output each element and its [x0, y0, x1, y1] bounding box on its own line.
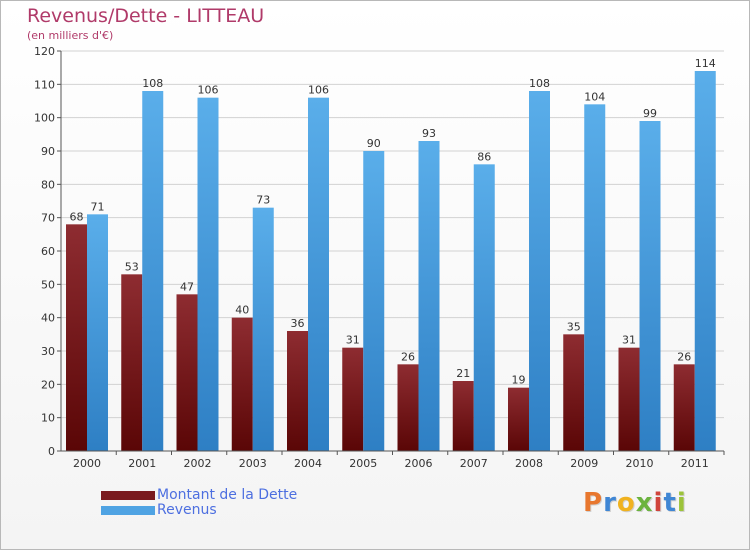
- y-tick-label: 110: [34, 78, 55, 91]
- legend-item-debt: Montant de la Dette: [101, 487, 297, 503]
- bar-revenus: [529, 91, 550, 451]
- bar-revenus: [308, 97, 329, 452]
- bar-debt: [397, 364, 419, 451]
- bar-debt: [66, 224, 87, 451]
- data-label-debt: 31: [622, 334, 636, 347]
- axes: 0 10 20 30 40 50 60 70 80 90 100 110 120 2000 2001 2002…: [34, 45, 725, 470]
- legend-label-debt: Montant de la Dette: [157, 487, 298, 503]
- y-tick-label: 100: [34, 112, 55, 125]
- bar-debt: [563, 334, 585, 451]
- y-tick-label: 90: [41, 145, 55, 158]
- legend-swatch-revenus: [101, 505, 155, 515]
- x-tick-label: 2004: [294, 457, 322, 470]
- x-tick-label: 2011: [681, 457, 709, 470]
- bar-revenus: [197, 97, 219, 452]
- bar-revenus: [142, 91, 164, 451]
- logo-letter: i: [653, 488, 664, 518]
- chart-subtitle: (en milliers d'€): [27, 29, 114, 42]
- data-label-debt: 21: [456, 367, 470, 380]
- bar-debt: [231, 317, 253, 451]
- bar-revenus: [639, 121, 661, 451]
- bar-debt: [452, 381, 474, 451]
- data-label-debt: 36: [291, 317, 305, 330]
- data-label-debt: 31: [346, 334, 360, 347]
- data-label-revenus: 106: [198, 84, 219, 97]
- bar-revenus: [363, 151, 385, 451]
- y-tick-label: 10: [41, 412, 55, 425]
- data-label-debt: 26: [401, 350, 415, 363]
- bar-revenus: [694, 71, 716, 451]
- bar-revenus: [473, 164, 495, 452]
- logo-letter: o: [616, 488, 636, 518]
- data-label-revenus: 114: [695, 57, 716, 70]
- x-tick-label: 2000: [73, 457, 101, 470]
- bar-debt: [121, 274, 143, 451]
- data-label-revenus: 73: [256, 194, 270, 207]
- data-label-debt: 68: [70, 210, 84, 223]
- x-tick-label: 2002: [184, 457, 212, 470]
- x-tick-label: 2003: [239, 457, 267, 470]
- chart-title: Revenus/Dette - LITTEAU: [27, 5, 265, 27]
- y-tick-label: 60: [41, 245, 55, 258]
- logo-letter: x: [635, 488, 654, 518]
- y-tick-label: 0: [48, 445, 55, 458]
- data-labels: 68 71 53 108 47 106 40 73 36 106 31 90 26 93 21 86 19 108…: [70, 57, 716, 387]
- legend-swatch-debt: [101, 490, 155, 500]
- y-tick-label: 120: [34, 45, 55, 58]
- logo-letter: r: [603, 488, 617, 518]
- data-label-revenus: 71: [91, 200, 105, 213]
- data-label-debt: 53: [125, 260, 139, 273]
- bar-debt: [673, 364, 695, 451]
- bar-revenus: [418, 141, 440, 451]
- x-tick-label: 2006: [405, 457, 433, 470]
- data-label-revenus: 106: [308, 84, 329, 97]
- y-tick-label: 80: [41, 178, 55, 191]
- y-tick-label: 50: [41, 278, 55, 291]
- legend-label-revenus: Revenus: [157, 502, 217, 518]
- bar-debt: [176, 294, 198, 451]
- y-tick-label: 70: [41, 212, 55, 225]
- y-tick-label: 30: [41, 345, 55, 358]
- logo-letter: t: [663, 488, 677, 518]
- y-tick-label: 20: [41, 378, 55, 391]
- data-label-debt: 26: [677, 350, 691, 363]
- x-tick-label: 2008: [515, 457, 543, 470]
- bar-revenus: [584, 104, 606, 451]
- data-label-debt: 40: [235, 304, 249, 317]
- bar-debt: [287, 331, 308, 451]
- data-label-revenus: 108: [142, 77, 163, 90]
- bar-debt: [342, 347, 364, 451]
- x-tick-label: 2005: [349, 457, 377, 470]
- x-tick-label: 2001: [128, 457, 156, 470]
- bar-debt: [508, 387, 529, 451]
- legend-item-revenus: Revenus: [101, 502, 217, 518]
- data-label-revenus: 99: [643, 107, 657, 120]
- grid-lines: [61, 50, 724, 419]
- data-label-revenus: 93: [422, 127, 436, 140]
- bar-revenus: [87, 214, 108, 451]
- data-label-revenus: 108: [529, 77, 550, 90]
- logo-letter: P: [583, 488, 604, 518]
- bars: [66, 71, 716, 452]
- bar-debt: [618, 347, 640, 451]
- data-label-debt: 19: [512, 374, 526, 387]
- y-tick-label: 40: [41, 312, 55, 325]
- data-label-revenus: 104: [584, 90, 605, 103]
- data-label-revenus: 86: [477, 150, 491, 163]
- logo-letter: i: [676, 488, 687, 518]
- x-tick-label: 2010: [626, 457, 654, 470]
- x-tick-label: 2007: [460, 457, 488, 470]
- data-label-revenus: 90: [367, 137, 381, 150]
- data-label-debt: 35: [567, 320, 581, 333]
- data-label-debt: 47: [180, 280, 194, 293]
- bar-revenus: [252, 207, 274, 451]
- proxiti-logo: Proxiti: [583, 488, 687, 518]
- x-tick-label: 2009: [570, 457, 598, 470]
